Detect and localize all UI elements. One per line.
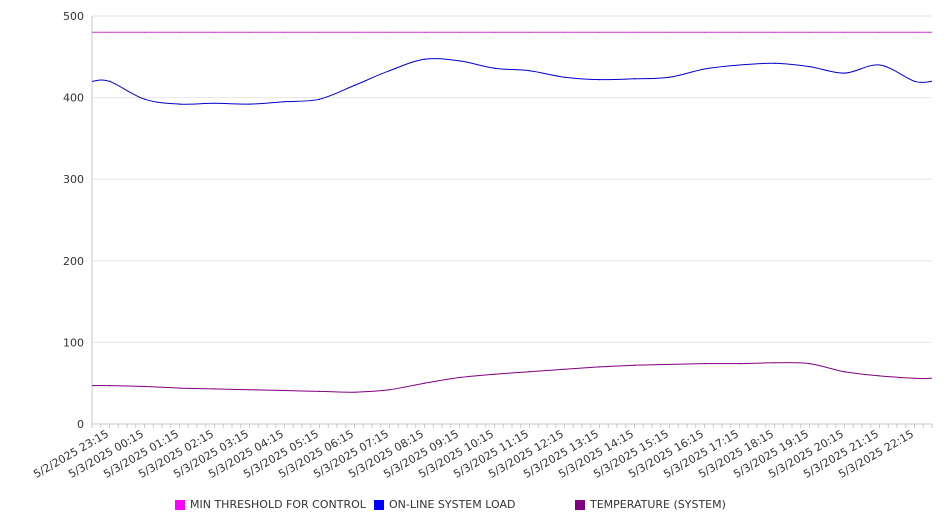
data-point-temperature-system (108, 385, 111, 387)
series-line-on-line-system-load (91, 58, 933, 105)
data-point-min-threshold-for-control (598, 31, 601, 33)
y-tick-label: 400 (63, 92, 84, 105)
data-point-min-threshold-for-control (843, 31, 846, 33)
data-point-on-line-system-load (528, 70, 531, 72)
legend-swatch-min-threshold (175, 500, 185, 510)
data-point-on-line-system-load (143, 98, 146, 100)
data-point-on-line-system-load (423, 58, 426, 60)
data-point-on-line-system-load (283, 101, 286, 103)
data-point-min-threshold-for-control (913, 31, 916, 33)
data-point-temperature-system (318, 390, 321, 392)
data-point-temperature-system (878, 375, 881, 377)
data-point-min-threshold-for-control (178, 31, 181, 33)
data-point-temperature-system (458, 376, 461, 379)
legend-item-temperature[interactable]: TEMPERATURE (SYSTEM) (575, 498, 726, 512)
y-tick-label: 100 (63, 336, 84, 349)
data-point-temperature-system (668, 363, 671, 366)
data-point-on-line-system-load (248, 103, 251, 105)
data-point-temperature-system (423, 382, 426, 384)
data-point-min-threshold-for-control (493, 31, 496, 33)
data-point-min-threshold-for-control (248, 31, 251, 33)
data-point-temperature-system (283, 389, 286, 392)
axes (91, 16, 933, 428)
data-point-on-line-system-load (213, 102, 216, 104)
legend-item-min-threshold[interactable]: MIN THRESHOLD FOR CONTROL (175, 498, 366, 512)
data-point-min-threshold-for-control (528, 31, 531, 33)
y-tick-label: 0 (77, 418, 84, 431)
data-point-min-threshold-for-control (143, 31, 146, 33)
data-point-on-line-system-load (878, 64, 881, 66)
data-point-temperature-system (143, 385, 146, 388)
data-point-min-threshold-for-control (668, 31, 671, 33)
data-point-temperature-system (353, 391, 356, 393)
data-point-on-line-system-load (353, 84, 356, 86)
data-point-temperature-system (703, 363, 706, 365)
data-point-min-threshold-for-control (283, 31, 286, 33)
x-axis-ticks: 5/2/2025 23:155/3/2025 00:155/3/2025 01:… (31, 427, 916, 481)
data-point-on-line-system-load (563, 76, 566, 78)
data-point-temperature-system (178, 387, 181, 389)
series-line-temperature-system (91, 362, 933, 393)
data-point-on-line-system-load (913, 80, 916, 82)
data-point-temperature-system (493, 373, 496, 375)
data-point-on-line-system-load (458, 60, 461, 62)
data-point-min-threshold-for-control (423, 31, 426, 33)
y-axis-ticks: 0 100 200 300 400 500 (63, 10, 84, 431)
data-point-min-threshold-for-control (878, 31, 881, 33)
data-point-min-threshold-for-control (353, 31, 356, 33)
data-point-on-line-system-load (703, 68, 706, 70)
data-point-min-threshold-for-control (633, 31, 636, 33)
data-point-temperature-system (913, 377, 916, 379)
data-point-temperature-system (633, 364, 636, 366)
data-point-temperature-system (248, 389, 251, 391)
data-point-temperature-system (808, 363, 811, 365)
data-point-temperature-system (528, 371, 531, 373)
legend-swatch-temperature (575, 500, 585, 510)
data-point-on-line-system-load (668, 76, 671, 78)
legend-item-system-load[interactable]: ON-LINE SYSTEM LOAD (374, 498, 515, 512)
data-point-min-threshold-for-control (108, 31, 111, 33)
data-point-temperature-system (738, 363, 741, 365)
data-point-on-line-system-load (773, 62, 776, 64)
data-point-on-line-system-load (318, 98, 321, 100)
data-point-on-line-system-load (843, 72, 846, 74)
data-point-temperature-system (843, 371, 846, 373)
data-point-min-threshold-for-control (703, 31, 706, 33)
legend-label-min-threshold: MIN THRESHOLD FOR CONTROL (190, 498, 366, 511)
gridlines (92, 15, 932, 343)
series-lines (91, 31, 933, 393)
data-point-min-threshold-for-control (458, 31, 461, 33)
y-tick-label: 300 (63, 173, 84, 186)
data-point-on-line-system-load (633, 78, 636, 80)
legend: MIN THRESHOLD FOR CONTROL ON-LINE SYSTEM… (0, 498, 946, 516)
data-point-min-threshold-for-control (563, 31, 566, 33)
data-point-min-threshold-for-control (213, 31, 216, 33)
data-point-on-line-system-load (493, 67, 496, 69)
data-point-temperature-system (773, 362, 776, 364)
data-point-min-threshold-for-control (773, 31, 776, 33)
data-point-on-line-system-load (388, 70, 391, 72)
data-point-on-line-system-load (808, 65, 811, 68)
data-point-temperature-system (598, 366, 601, 368)
data-point-on-line-system-load (108, 80, 111, 82)
data-point-on-line-system-load (598, 79, 601, 81)
data-point-on-line-system-load (178, 103, 181, 105)
data-point-min-threshold-for-control (318, 31, 321, 33)
data-point-min-threshold-for-control (388, 31, 391, 33)
data-point-temperature-system (388, 389, 391, 391)
legend-swatch-system-load (374, 500, 384, 510)
legend-label-system-load: ON-LINE SYSTEM LOAD (389, 498, 516, 511)
data-point-on-line-system-load (738, 64, 741, 66)
y-tick-label: 500 (63, 10, 84, 23)
y-tick-label: 200 (63, 255, 84, 268)
legend-label-temperature: TEMPERATURE (SYSTEM) (590, 498, 726, 511)
data-point-min-threshold-for-control (808, 31, 811, 33)
data-point-temperature-system (213, 388, 216, 390)
data-point-min-threshold-for-control (738, 31, 741, 33)
data-point-temperature-system (563, 368, 566, 370)
